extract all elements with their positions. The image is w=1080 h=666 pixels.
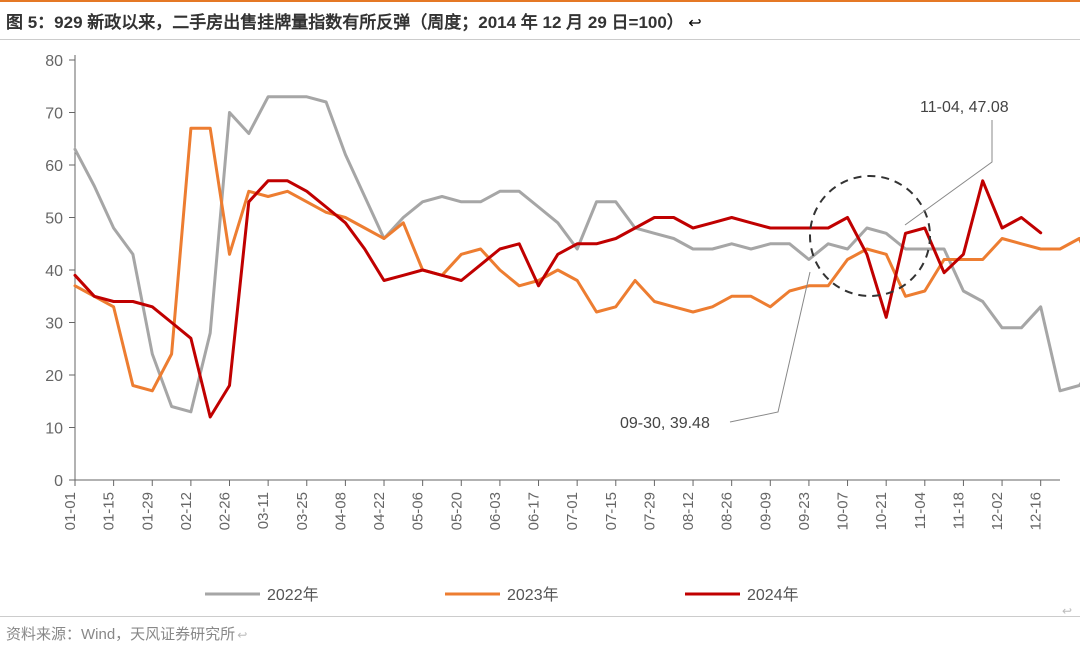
svg-text:10-21: 10-21 [873,492,890,530]
svg-text:05-06: 05-06 [410,492,427,530]
svg-text:04-08: 04-08 [332,492,349,530]
svg-text:07-29: 07-29 [641,492,658,530]
annotation-leader [905,120,992,225]
svg-text:07-01: 07-01 [564,492,581,530]
svg-text:0: 0 [54,473,63,490]
svg-text:08-26: 08-26 [719,492,736,530]
svg-text:10: 10 [45,421,63,438]
svg-text:06-17: 06-17 [526,492,543,530]
svg-text:03-11: 03-11 [255,492,272,529]
annotation-label: 11-04, 47.08 [920,99,1009,116]
svg-text:10-07: 10-07 [835,492,852,530]
svg-text:09-09: 09-09 [757,492,774,530]
svg-text:20: 20 [45,368,63,385]
svg-text:02-12: 02-12 [178,492,195,530]
svg-text:60: 60 [45,158,63,175]
chart-area: 0 10 20 30 40 50 60 70 80 01-01 01-15 01-29 02-12 02-… [0,40,1080,616]
svg-text:05-20: 05-20 [448,492,465,530]
annotation-leader [730,272,810,422]
svg-text:01-01: 01-01 [62,492,79,530]
paragraph-mark-right: ↩ [1062,604,1072,618]
svg-text:01-29: 01-29 [139,492,156,530]
svg-text:07-15: 07-15 [603,492,620,530]
legend-label: 2024年 [747,586,799,604]
series-2022年 [75,97,1080,412]
paragraph-mark: ↩ [688,15,701,32]
annotation-circle [810,176,930,296]
svg-text:50: 50 [45,211,63,228]
svg-text:12-02: 12-02 [989,492,1006,530]
line-chart-svg: 0 10 20 30 40 50 60 70 80 01-01 01-15 01-29 02-12 02-… [0,40,1080,616]
svg-text:09-23: 09-23 [796,492,813,530]
svg-text:80: 80 [45,53,63,70]
svg-text:30: 30 [45,316,63,333]
svg-text:01-15: 01-15 [101,492,118,530]
annotation-label: 09-30, 39.48 [620,415,710,432]
svg-text:11-04: 11-04 [912,492,929,529]
legend-label: 2023年 [507,586,559,604]
chart-title: 图 5：929 新政以来，二手房出售挂牌量指数有所反弹（周度；2014 年 12… [6,13,684,32]
svg-text:08-12: 08-12 [680,492,697,530]
svg-text:11-18: 11-18 [950,492,967,529]
chart-title-bar: 图 5：929 新政以来，二手房出售挂牌量指数有所反弹（周度；2014 年 12… [0,0,1080,40]
svg-text:40: 40 [45,263,63,280]
svg-text:02-26: 02-26 [217,492,234,530]
svg-text:04-22: 04-22 [371,492,388,530]
legend-label: 2022年 [267,586,319,604]
svg-text:03-25: 03-25 [294,492,311,530]
chart-source: 资料来源：Wind，天风证券研究所↩ [0,616,1080,644]
svg-text:06-03: 06-03 [487,492,504,530]
svg-text:70: 70 [45,106,63,123]
svg-text:12-16: 12-16 [1028,492,1045,530]
source-text: 资料来源：Wind，天风证券研究所 [6,626,235,643]
